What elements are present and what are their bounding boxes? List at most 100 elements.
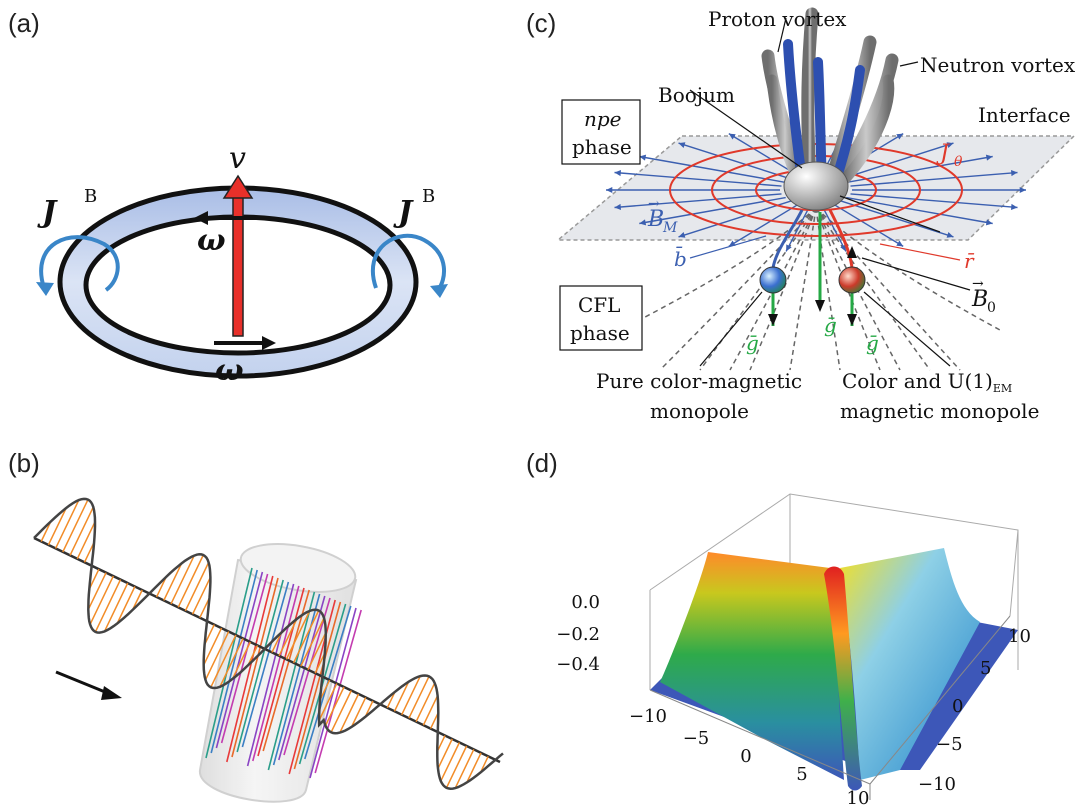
wave-hatch-line: [466, 752, 482, 783]
b0-pointer: [861, 257, 971, 291]
wave-hatch-line: [204, 631, 230, 681]
x-tick-label: −5: [683, 728, 710, 749]
wave-hatch-line: [231, 641, 251, 680]
curl-right-arrow: [370, 233, 448, 298]
velocity-arrow: [222, 174, 254, 337]
dashed-field-line: [619, 207, 817, 331]
field-arrow: [614, 171, 782, 187]
field-arrowhead: [1011, 203, 1018, 210]
field-arrowhead: [639, 219, 647, 226]
rod: [215, 571, 264, 749]
wave-hatch-line: [184, 562, 210, 612]
b-m-vector-arrow: →: [648, 196, 660, 212]
rod: [210, 569, 258, 754]
wave-hatch-line: [163, 563, 183, 601]
npe-label: npe: [584, 107, 622, 131]
magnetic-field-arrows: [606, 128, 1026, 252]
rod: [231, 577, 279, 758]
y-tick-label: 5: [980, 658, 991, 679]
wave-hatch-line: [76, 521, 96, 560]
rod: [226, 575, 274, 763]
pure-monopole-label-line2: monopole: [650, 399, 749, 423]
wave-hatch-line: [440, 742, 461, 782]
field-arrow: [846, 196, 993, 225]
wave-hatch-line: [69, 506, 94, 556]
wave-hatch-line: [292, 610, 320, 664]
propagation-axis: [33, 536, 501, 764]
wave-hatch-line: [319, 679, 331, 701]
dashed-field-line: [749, 207, 817, 371]
rod: [314, 609, 362, 774]
field-arrowhead: [896, 240, 904, 247]
field-arrowhead: [614, 203, 621, 210]
field-arrowhead: [985, 154, 993, 161]
b-m-label: B: [647, 207, 664, 232]
j-left-label: J: [37, 195, 58, 230]
field-arrowhead: [1011, 170, 1018, 177]
wave-hatch-line: [177, 554, 204, 608]
z-tick-label: 0.0: [571, 592, 600, 613]
field-arrowhead: [639, 154, 647, 161]
rod: [241, 581, 290, 748]
field-arrow: [839, 199, 954, 238]
wave-hatch-line: [40, 521, 52, 542]
proton-vortex-label: Proton vortex: [708, 7, 847, 31]
field-arrowhead: [946, 232, 954, 238]
wave-hatch-line: [203, 627, 223, 666]
field-arrow: [678, 142, 793, 181]
boojum-sphere: [783, 161, 849, 211]
field-arrowhead: [614, 170, 621, 177]
wave-hatch-line: [116, 586, 136, 624]
rod: [283, 597, 331, 756]
x-tick-label: 0: [740, 746, 751, 767]
rod: [236, 579, 284, 753]
cylinder-sample: [198, 543, 358, 803]
wave-hatch-line: [350, 697, 367, 728]
y-axis-ticks: 10 50 −5 −10: [918, 626, 1031, 795]
g-bar-right-label: ḡ: [866, 331, 879, 355]
npe-phase-box: [561, 99, 641, 165]
rod: [257, 587, 305, 757]
j-right-superscript: B: [422, 186, 435, 207]
cfl-phase-label: phase: [570, 321, 630, 345]
wave-hatch-line: [408, 676, 430, 719]
rod: [252, 585, 300, 762]
x-tick-label: 10: [847, 788, 870, 809]
wave-hatch-line: [191, 576, 212, 615]
wave-hatch-line: [285, 610, 311, 660]
field-arrow: [639, 155, 786, 184]
x-axis-ticks: −10 −5 0 5 10: [629, 706, 869, 809]
dashed-field-line: [815, 207, 841, 371]
field-arrowhead: [896, 133, 904, 140]
wave-hatch-line: [422, 695, 439, 726]
j-left-superscript: B: [84, 186, 97, 207]
rod: [293, 601, 342, 770]
wave-hatch-line: [89, 575, 114, 625]
wave-hatch-line: [324, 686, 345, 727]
wave-hatch-line: [454, 749, 475, 789]
b-zero-subscript: 0: [987, 300, 996, 316]
panel-b-label: (b): [8, 448, 40, 478]
wave-hatch-line: [479, 755, 489, 773]
rod: [246, 583, 295, 767]
wave-hatch-line: [247, 645, 259, 666]
field-arrowhead: [678, 232, 686, 238]
x-tick-label: −10: [629, 706, 667, 727]
field-arrow: [785, 203, 812, 252]
wave-hatch-line: [415, 682, 436, 723]
j-theta-subscript: θ: [954, 154, 963, 170]
b-m-subscript: M: [662, 220, 678, 236]
dashed-field-line: [789, 207, 817, 371]
dashed-field-line: [815, 207, 931, 371]
field-arrowhead: [678, 142, 686, 148]
y-tick-label: −5: [936, 734, 963, 755]
omega-top-label: ω: [197, 223, 226, 258]
j-right-label: J: [393, 195, 414, 230]
wave-hatch-line: [54, 499, 80, 549]
neutron-vortex-label: Neutron vortex: [920, 53, 1076, 77]
g-bar-left-label: ḡ: [746, 331, 759, 355]
rod: [288, 599, 336, 775]
rod: [205, 567, 253, 759]
wave-field-hatching: [40, 499, 489, 789]
